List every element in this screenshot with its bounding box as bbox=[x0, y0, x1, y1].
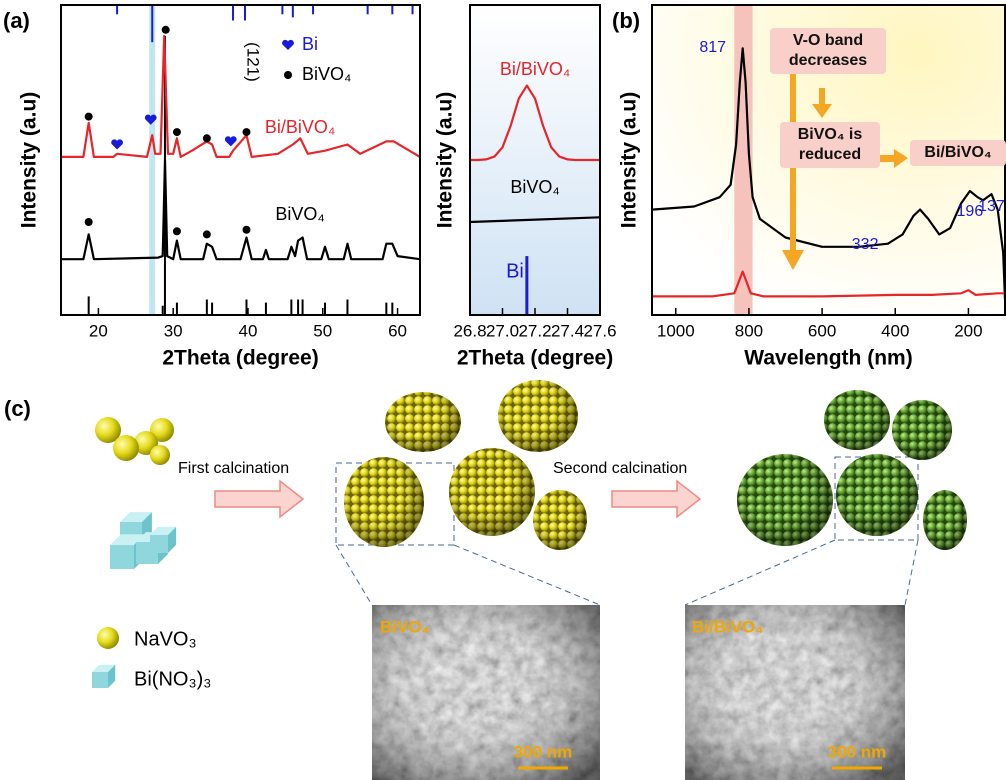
cube-face bbox=[110, 545, 134, 569]
legend-ball bbox=[97, 627, 119, 649]
legend-symbol bbox=[284, 71, 292, 79]
scale-label: 300 nm bbox=[514, 742, 573, 761]
zoom-line bbox=[454, 545, 600, 605]
x-tick-label: 30 bbox=[164, 321, 183, 340]
series-line bbox=[61, 160, 420, 259]
marker bbox=[203, 134, 211, 142]
x-axis-label: Wavelength (nm) bbox=[744, 347, 912, 370]
x-tick-label: 800 bbox=[735, 321, 763, 340]
marker bbox=[173, 128, 181, 136]
flow-box: V-O band decreases bbox=[770, 28, 886, 74]
panel-label: (c) bbox=[4, 396, 31, 421]
legend-label: Bi(NO₃)₃ bbox=[134, 668, 211, 690]
sem-label: Bi/BiVO₄ bbox=[692, 617, 763, 636]
y-axis-label: Intensity (a.u) bbox=[618, 92, 641, 229]
marker bbox=[85, 218, 93, 226]
marker bbox=[203, 230, 211, 238]
cube-face bbox=[150, 535, 168, 553]
marker bbox=[162, 26, 170, 34]
x-tick-label: 1000 bbox=[657, 321, 695, 340]
zoom-line bbox=[905, 540, 918, 605]
particle-shade bbox=[449, 448, 535, 536]
series-label: Bi/BiVO₄ bbox=[500, 59, 570, 79]
x-axis-label: 2Theta (degree) bbox=[162, 347, 318, 370]
highlight-band bbox=[149, 5, 155, 315]
sem-label: BiVO₄ bbox=[380, 617, 430, 636]
reference-label: Bi bbox=[506, 260, 524, 282]
process-arrow bbox=[215, 481, 303, 517]
series-label: BiVO₄ bbox=[510, 177, 559, 197]
x-tick-label: 27.2 bbox=[518, 321, 551, 340]
peak-label: 137 bbox=[978, 198, 1005, 215]
zoom-line bbox=[336, 545, 372, 605]
particle-shade bbox=[836, 454, 918, 536]
particle-shade bbox=[533, 490, 587, 550]
cube-face bbox=[92, 672, 108, 688]
x-tick-label: 200 bbox=[954, 321, 982, 340]
x-tick-label: 40 bbox=[239, 321, 258, 340]
x-tick-label: 27.4 bbox=[551, 321, 584, 340]
particle-shade bbox=[892, 400, 952, 460]
x-tick-label: 600 bbox=[808, 321, 836, 340]
marker bbox=[225, 136, 237, 146]
peak-label: 332 bbox=[852, 236, 879, 253]
navo3-ball bbox=[150, 445, 170, 465]
marker bbox=[85, 113, 93, 121]
particle-shade bbox=[344, 457, 424, 547]
x-tick-label: 27.6 bbox=[583, 321, 616, 340]
legend-symbol bbox=[282, 40, 294, 50]
zoom-line bbox=[685, 540, 835, 605]
marker bbox=[111, 139, 123, 149]
y-axis-label: Intensity (a.u) bbox=[18, 92, 41, 229]
x-tick-label: 60 bbox=[388, 321, 407, 340]
x-tick-label: 27.0 bbox=[486, 321, 519, 340]
legend-label: NaVO₃ bbox=[134, 628, 197, 650]
marker bbox=[242, 226, 250, 234]
particle-shade bbox=[923, 490, 967, 550]
x-tick-label: 400 bbox=[881, 321, 909, 340]
panel-label: (a) bbox=[3, 8, 30, 33]
legend-label: BiVO₄ bbox=[302, 64, 351, 84]
x-tick-label: 20 bbox=[89, 321, 108, 340]
marker bbox=[173, 227, 181, 235]
x-axis-label: 2Theta (degree) bbox=[457, 347, 613, 370]
figure: Bi/BiVO₄ BiVO₄ Bi BiVO₄ (121) 20 30 40 50 60 2Thet… bbox=[0, 0, 1006, 780]
peak-label: 817 bbox=[699, 39, 726, 56]
particle-shade bbox=[824, 390, 890, 450]
annotation: (121) bbox=[244, 42, 263, 82]
flow-box: BiVO₄ is reduced bbox=[780, 122, 880, 168]
flow-box: Bi/BiVO₄ bbox=[910, 140, 1006, 166]
particle-shade bbox=[737, 454, 833, 546]
process-arrow bbox=[612, 481, 700, 517]
x-tick-label: 26.8 bbox=[453, 321, 486, 340]
chart: Bi/BiVO₄ BiVO₄ Bi BiVO₄ (121) 20 30 40 50 60 2Thet… bbox=[3, 5, 420, 370]
step-label: First calcination bbox=[178, 460, 289, 477]
y-axis-label: Intensity (a.u) bbox=[434, 92, 457, 229]
particle-shade bbox=[385, 392, 461, 452]
series-line bbox=[61, 36, 420, 157]
step-label: Second calcination bbox=[553, 460, 687, 477]
scale-label: 300 nm bbox=[828, 742, 887, 761]
legend-label: Bi bbox=[302, 34, 318, 54]
figure-canvas: Bi/BiVO₄ BiVO₄ Bi BiVO₄ (121) 20 30 40 50 60 2Thet… bbox=[0, 0, 1006, 780]
particle-shade bbox=[498, 380, 578, 452]
marker bbox=[242, 128, 250, 136]
series-label: BiVO₄ bbox=[275, 204, 324, 224]
panel-label: (b) bbox=[612, 8, 640, 33]
navo3-ball bbox=[113, 435, 139, 461]
plot-frame bbox=[61, 5, 420, 315]
x-tick-label: 50 bbox=[313, 321, 332, 340]
series-label: Bi/BiVO₄ bbox=[265, 117, 335, 137]
